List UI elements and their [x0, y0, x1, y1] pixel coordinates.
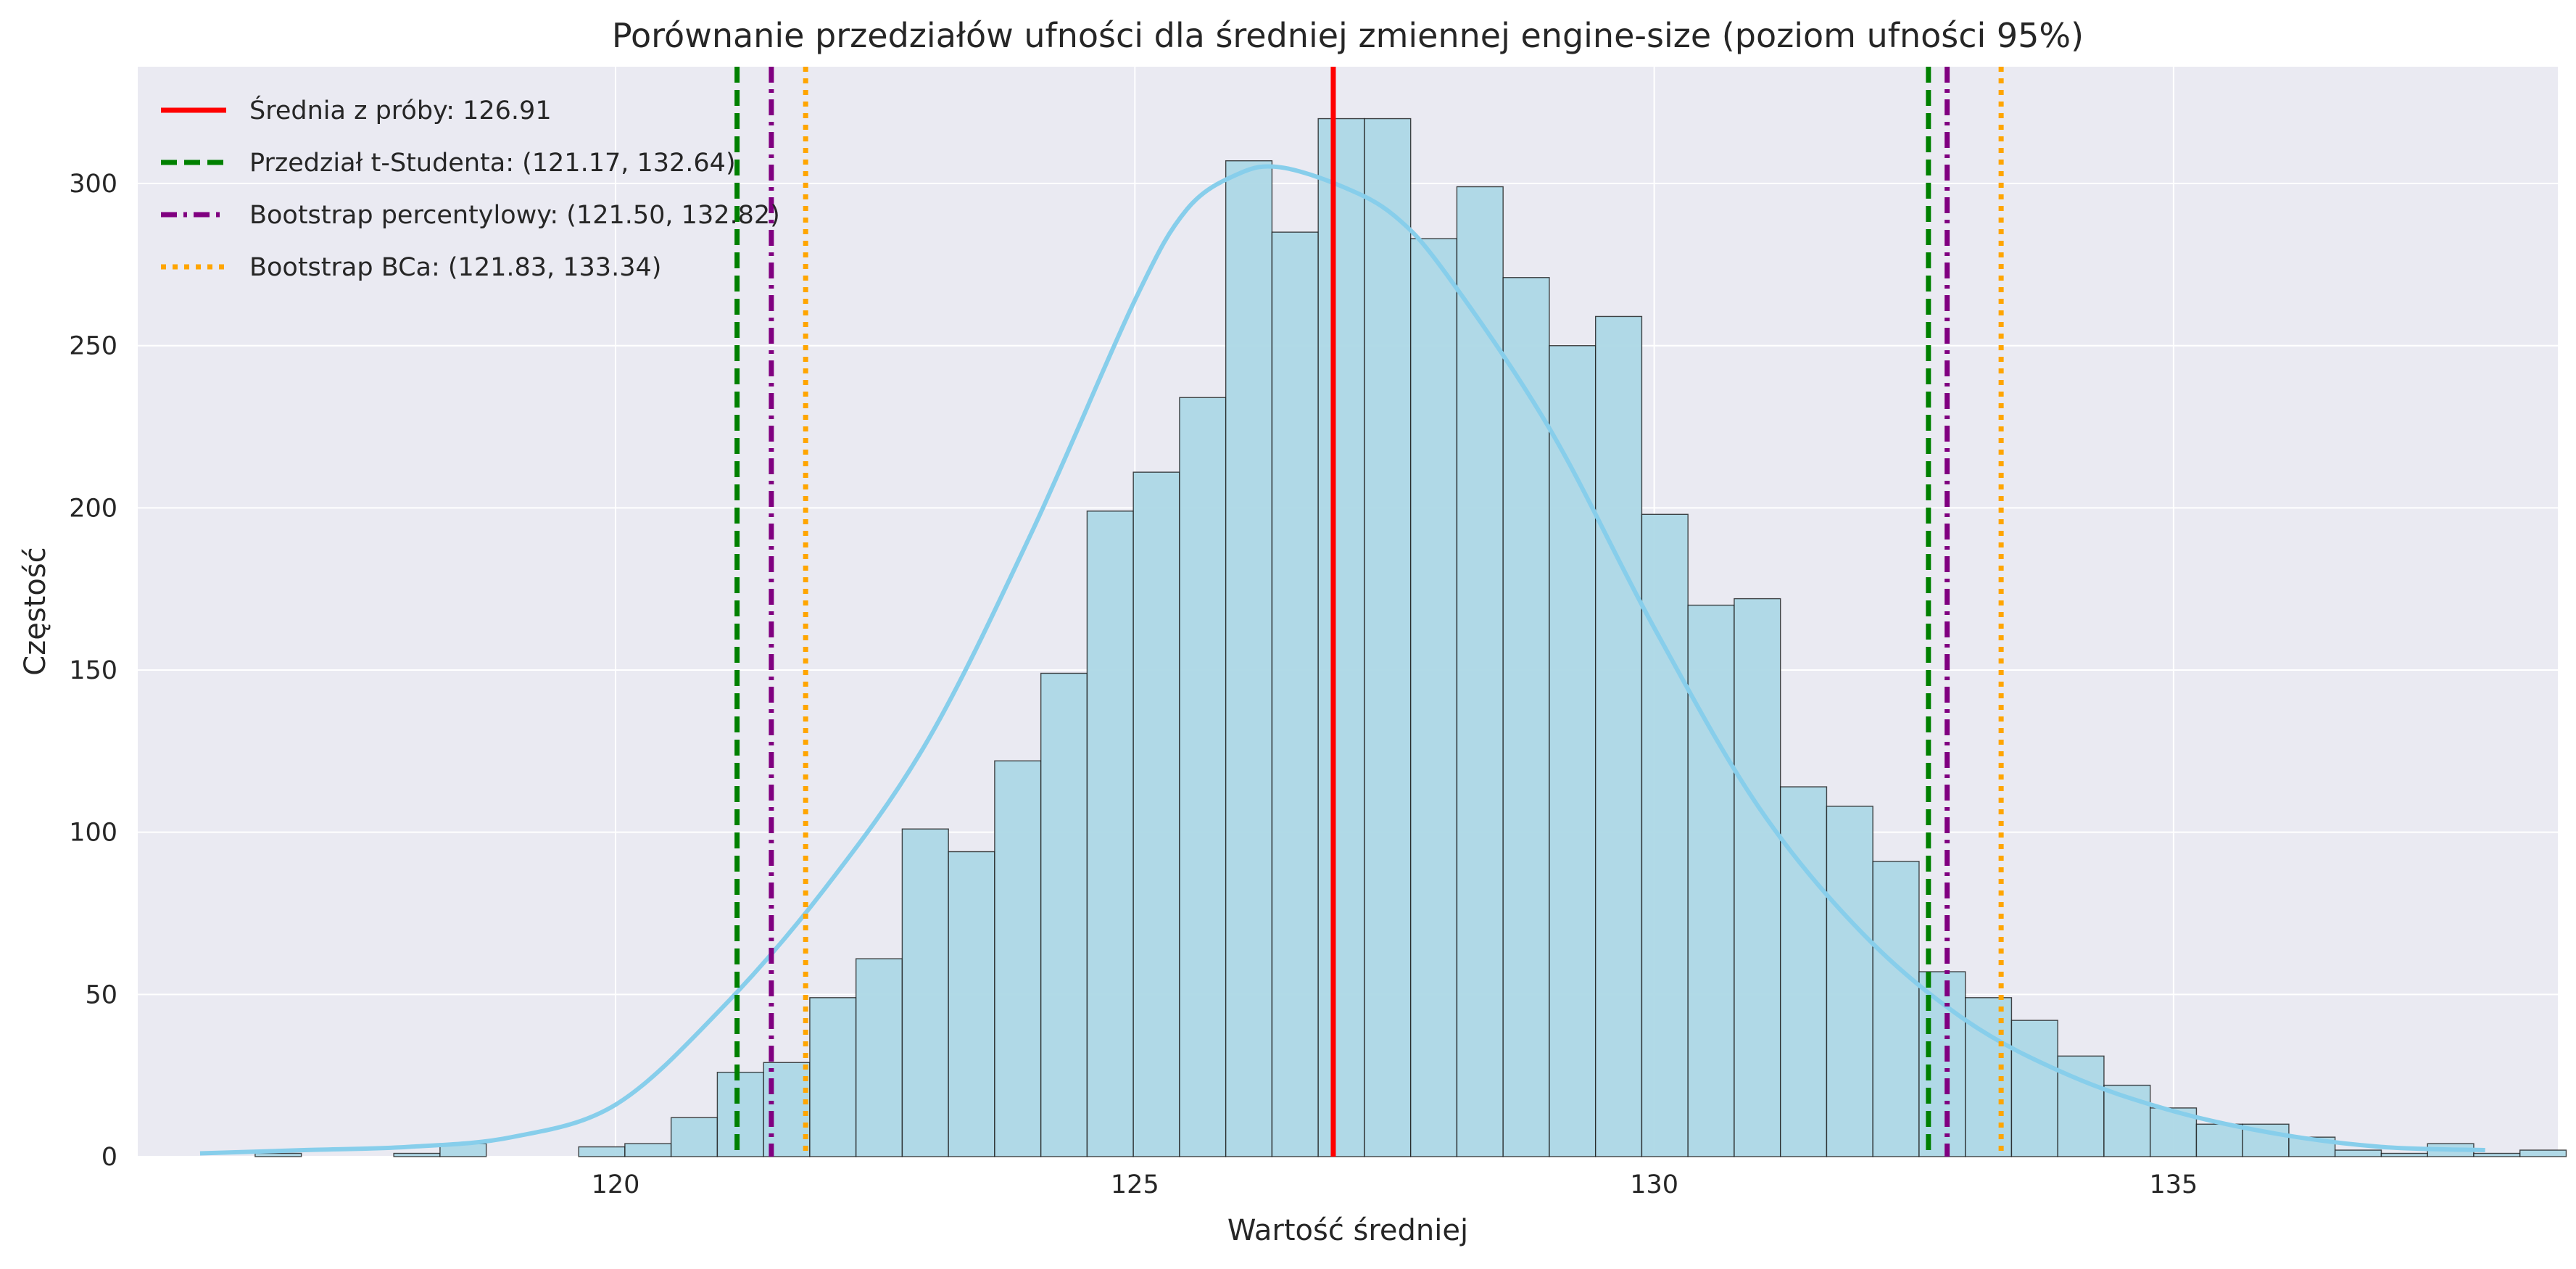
x-tick-label: 125: [1111, 1170, 1159, 1199]
histogram-bar: [624, 1143, 672, 1157]
y-tick-label: 150: [69, 656, 117, 685]
histogram-bar: [901, 828, 949, 1157]
histogram-bar: [2519, 1149, 2567, 1157]
y-tick-label: 0: [102, 1143, 117, 1172]
histogram-bar: [1040, 672, 1088, 1157]
histogram-bar: [855, 958, 903, 1157]
histogram-bar: [1409, 238, 1458, 1157]
histogram-bar: [994, 760, 1042, 1157]
x-tick-label: 120: [592, 1170, 640, 1199]
histogram-bar: [1734, 598, 1781, 1157]
histogram-bar: [2195, 1123, 2243, 1157]
histogram-bar: [2380, 1152, 2428, 1157]
histogram-bar: [1086, 511, 1134, 1157]
legend-entry: Bootstrap percentylowy: (121.50, 132.82): [249, 201, 780, 230]
kde-curve: [199, 164, 2485, 1156]
y-tick-label: 250: [69, 332, 117, 361]
y-axis-label: Częstość: [19, 547, 52, 675]
histogram-bar: [1964, 997, 2013, 1157]
chart-title: Porównanie przedziałów ufności dla średn…: [612, 16, 2084, 55]
legend-entry: Średnia z próby: 126.91: [249, 95, 552, 125]
histogram-bar: [1826, 806, 1873, 1157]
y-tick-label: 100: [69, 819, 117, 848]
histogram-bar: [1317, 117, 1365, 1157]
histogram-bar: [670, 1117, 718, 1157]
y-axis-ticks: 0 50 100 150 200 250 300: [69, 170, 117, 1172]
histogram-bar: [1271, 231, 1319, 1157]
histogram-bar: [1502, 277, 1550, 1157]
histogram-bar: [1872, 861, 1920, 1157]
histogram-bar: [763, 1062, 811, 1157]
histogram-bar: [1549, 344, 1596, 1157]
histogram-bar: [1687, 604, 1735, 1157]
histogram-bar: [578, 1146, 626, 1157]
y-tick-label: 50: [85, 980, 117, 1009]
histogram-bar: [948, 851, 995, 1157]
legend-entry: Przedział t-Studenta: (121.17, 132.64): [249, 149, 736, 178]
x-tick-label: 130: [1630, 1170, 1678, 1199]
histogram-bar: [716, 1071, 764, 1157]
histogram-bar: [1641, 513, 1689, 1157]
x-axis-label: Wartość średniej: [1227, 1214, 1468, 1247]
x-tick-label: 135: [2150, 1170, 2198, 1199]
histogram-bar: [1364, 117, 1412, 1157]
legend-entry: Bootstrap BCa: (121.83, 133.34): [249, 253, 661, 282]
histogram-bar: [2473, 1152, 2521, 1157]
histogram-bar: [2335, 1149, 2382, 1157]
y-tick-label: 300: [69, 170, 117, 199]
histogram-bar: [1132, 471, 1180, 1157]
y-tick-label: 200: [69, 494, 117, 523]
legend: Średnia z próby: 126.91 Przedział t-Stude…: [161, 95, 780, 282]
histogram-bar: [1179, 397, 1227, 1157]
x-axis-ticks: 120 125 130 135: [592, 1170, 2198, 1199]
histogram-bar: [2010, 1020, 2058, 1157]
histogram-bar: [1779, 786, 1828, 1157]
histogram-bar: [1456, 186, 1504, 1157]
histogram-bars: [254, 117, 2567, 1157]
histogram-bar: [393, 1152, 441, 1157]
histogram-bar: [809, 997, 857, 1157]
interval-lines: [734, 67, 2004, 1157]
histogram-bar: [1594, 315, 1643, 1157]
histogram-bar: [254, 1152, 302, 1157]
histogram-bar: [1225, 160, 1273, 1157]
